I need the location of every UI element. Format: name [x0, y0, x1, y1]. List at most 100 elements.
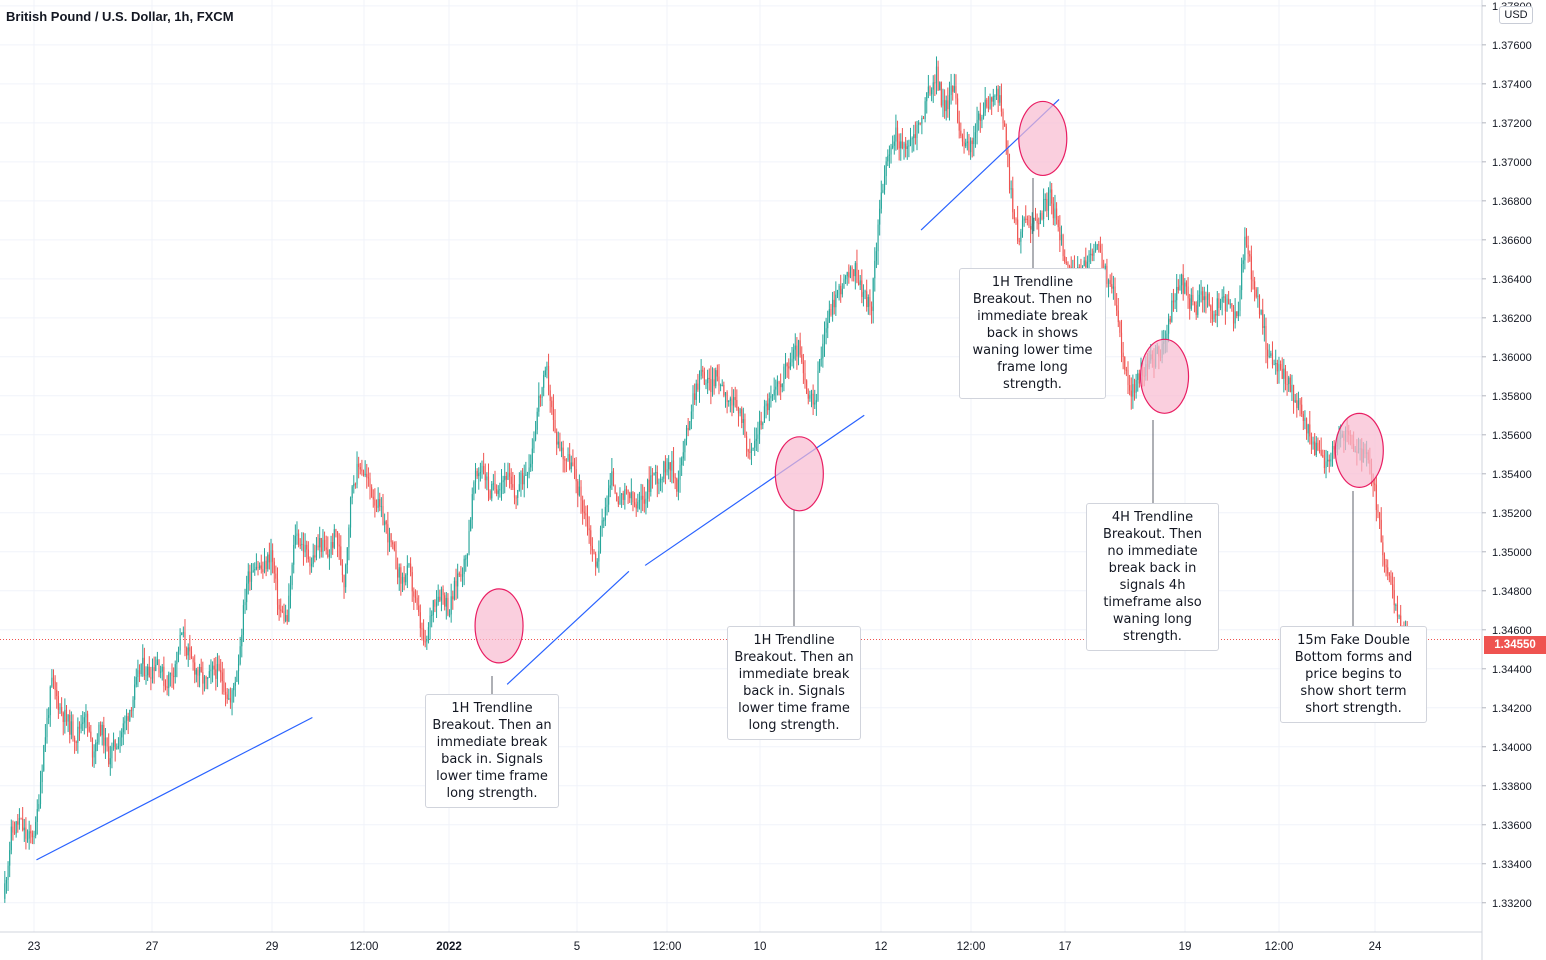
candle-body-132	[218, 664, 220, 671]
candle-328	[536, 407, 538, 435]
candle-body-604	[984, 99, 986, 113]
x-tick-label-10: 17	[1059, 941, 1072, 953]
candle-body-517	[843, 279, 845, 289]
candle-77	[129, 709, 131, 723]
candle-61	[103, 716, 105, 754]
candle-412	[672, 447, 675, 484]
candle-body-103	[171, 672, 173, 676]
candle-body-639	[1041, 213, 1043, 220]
candle-body-787	[1281, 368, 1283, 379]
candle-body-326	[533, 439, 535, 449]
candle-body-126	[208, 671, 210, 678]
candle-body-722	[1176, 286, 1178, 301]
candle-body-669	[1090, 253, 1092, 255]
candle-body-41	[70, 721, 72, 735]
candle-552	[900, 133, 902, 161]
candle-380	[621, 493, 623, 508]
candle-303	[496, 484, 498, 497]
candle-12	[23, 818, 25, 842]
candle-65	[109, 745, 111, 776]
candle-body-84	[140, 663, 142, 674]
candle-body-848	[1380, 519, 1382, 543]
y-tick-label-17: 1.36600	[1492, 235, 1532, 247]
candle-body-353	[577, 481, 579, 496]
candle-body-609	[992, 96, 994, 102]
candle-body-771	[1255, 289, 1257, 297]
candle-335	[547, 353, 550, 396]
candle-body-104	[173, 675, 175, 677]
candle-817	[1330, 452, 1332, 467]
candle-718	[1169, 315, 1171, 325]
candle-body-265	[434, 600, 436, 607]
candle-308	[504, 462, 506, 494]
y-tick-label-8: 1.34800	[1492, 586, 1532, 598]
candle-body-611	[995, 88, 998, 96]
candle-345	[564, 455, 566, 473]
candle-317	[518, 472, 520, 492]
annotation-note-4[interactable]: 4H Trendline Breakout. Then no immediate…	[1086, 503, 1219, 651]
candle-675	[1099, 236, 1101, 253]
candle-229	[375, 499, 378, 513]
candle-body-500	[815, 400, 817, 403]
candle-body-33	[57, 696, 59, 711]
grid-lines	[0, 0, 1482, 932]
candle-639	[1041, 210, 1043, 221]
candle-body-562	[916, 124, 918, 139]
candle-body-10	[20, 818, 22, 820]
candle-body-695	[1132, 384, 1134, 397]
candle-body-603	[982, 112, 985, 118]
candle-773	[1258, 294, 1261, 319]
candle-body-761	[1239, 290, 1241, 311]
candle-325	[531, 438, 533, 472]
candle-body-755	[1229, 303, 1231, 305]
candle-body-434	[708, 377, 710, 380]
candle-683	[1112, 275, 1114, 300]
candle-420	[685, 425, 688, 446]
candle-525	[856, 249, 858, 284]
candle-314	[513, 474, 516, 505]
candle-body-465	[758, 420, 761, 435]
candle-body-740	[1205, 296, 1207, 300]
candle-360	[588, 516, 590, 544]
annotation-note-1[interactable]: 1H Trendline Breakout. Then an immediate…	[425, 694, 559, 808]
candle-body-594	[968, 141, 970, 153]
candle-body-184	[302, 543, 305, 553]
candle-body-426	[695, 383, 697, 400]
candle-body-853	[1388, 573, 1390, 576]
candle-186	[306, 540, 308, 563]
annotation-note-2[interactable]: 1H Trendline Breakout. Then an immediate…	[727, 626, 861, 740]
candle-198	[325, 535, 327, 555]
candle-113	[187, 643, 189, 667]
candle-158	[260, 554, 262, 574]
candle-body-310	[507, 472, 509, 480]
candle-body-690	[1124, 357, 1126, 370]
candle-body-51	[87, 713, 89, 727]
candle-744	[1211, 297, 1213, 326]
candle-4	[10, 819, 12, 855]
candle-body-531	[866, 291, 868, 308]
candle-body-470	[767, 403, 769, 411]
candle-body-698	[1137, 373, 1139, 380]
candle-body-341	[557, 441, 559, 445]
candle-141	[233, 682, 235, 703]
candle-body-218	[358, 463, 360, 468]
annotation-note-5[interactable]: 15m Fake Double Bottom forms and price b…	[1280, 626, 1427, 723]
candle-784	[1276, 359, 1278, 384]
candle-body-118	[195, 669, 197, 675]
currency-badge[interactable]: USD	[1499, 6, 1533, 24]
annotation-note-3[interactable]: 1H Trendline Breakout. Then no immediate…	[959, 268, 1106, 399]
candle-164	[270, 538, 272, 576]
candle-586	[955, 74, 957, 105]
candle-body-365	[596, 561, 598, 567]
candle-302	[494, 470, 496, 494]
candle-630	[1026, 215, 1028, 226]
candle-597	[973, 125, 975, 157]
candle-body-78	[130, 709, 132, 712]
candle-body-162	[267, 554, 269, 570]
candle-body-68	[114, 740, 116, 749]
candle-239	[392, 540, 394, 550]
candle-622	[1013, 209, 1015, 224]
candle-body-718	[1169, 318, 1171, 322]
candle-157	[259, 562, 261, 570]
